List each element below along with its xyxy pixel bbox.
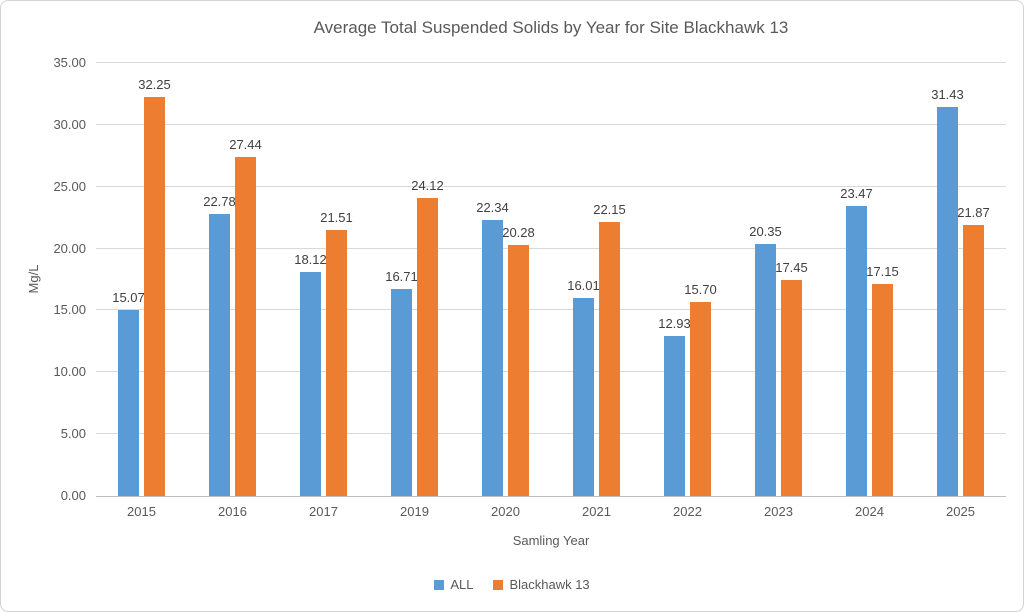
y-tick-label: 25.00 — [53, 178, 86, 194]
bar-all-2022 — [664, 336, 685, 496]
y-tick-label: 0.00 — [60, 488, 86, 503]
data-label: 15.70 — [684, 281, 717, 297]
bar-blackhawk-13-2023 — [781, 280, 802, 496]
data-label: 17.45 — [775, 260, 808, 276]
y-tick-label: 30.00 — [53, 116, 86, 132]
data-label: 12.93 — [658, 316, 691, 332]
bar-all-2021 — [573, 297, 594, 496]
bar-all-2015 — [118, 309, 139, 496]
legend-swatch-icon — [434, 579, 445, 590]
bar-blackhawk-13-2021 — [599, 221, 620, 496]
gridline — [96, 371, 1006, 373]
bar-all-2025 — [937, 107, 958, 496]
data-label: 22.78 — [203, 194, 236, 210]
x-tick-label: 2021 — [582, 504, 611, 519]
bar-all-2023 — [755, 244, 776, 496]
bar-blackhawk-13-2020 — [508, 245, 529, 496]
x-tick-label: 2017 — [309, 504, 338, 519]
gridline — [96, 62, 1006, 63]
data-label: 23.47 — [840, 185, 873, 201]
bar-all-2020 — [482, 219, 503, 496]
bar-all-2024 — [846, 205, 867, 496]
data-label: 32.25 — [138, 77, 171, 93]
x-axis-title: Samling Year — [512, 533, 590, 548]
data-label: 21.51 — [320, 209, 353, 225]
y-axis-title: Mg/L — [26, 264, 41, 294]
data-label: 27.44 — [229, 136, 262, 152]
data-label: 22.15 — [593, 201, 626, 217]
data-label: 16.01 — [567, 277, 600, 293]
bar-blackhawk-13-2019 — [417, 197, 438, 496]
legend: ALL Blackhawk 13 — [1, 577, 1023, 592]
y-tick-label: 20.00 — [53, 240, 86, 256]
data-label: 21.87 — [957, 205, 990, 221]
plot-area: 15.07 32.25 22.78 27.44 18.12 21.51 16.71 24.12… — [96, 62, 1006, 497]
data-label: 18.12 — [294, 251, 327, 267]
gridline — [96, 433, 1006, 435]
legend-item: Blackhawk 13 — [493, 577, 590, 592]
x-tick-label: 2019 — [400, 504, 429, 519]
x-tick-label: 2016 — [218, 504, 247, 519]
legend-label: ALL — [450, 577, 474, 592]
x-tick-label: 2022 — [673, 504, 702, 519]
data-label: 31.43 — [931, 87, 964, 103]
y-tick-label: 5.00 — [60, 426, 86, 442]
data-label: 17.15 — [866, 263, 899, 279]
y-tick-label: 35.00 — [53, 55, 86, 70]
legend-label: Blackhawk 13 — [509, 577, 590, 592]
legend-swatch-icon — [493, 579, 504, 590]
chart-title: Average Total Suspended Solids by Year f… — [313, 18, 789, 37]
data-label: 20.28 — [502, 225, 535, 241]
data-label: 15.07 — [112, 289, 145, 305]
gridline — [96, 123, 1006, 125]
bar-blackhawk-13-2022 — [690, 301, 711, 496]
bar-blackhawk-13-2017 — [326, 229, 347, 496]
legend-item: ALL — [434, 577, 473, 592]
gridline — [96, 247, 1006, 249]
x-tick-label: 2015 — [127, 504, 156, 519]
gridline — [96, 309, 1006, 311]
y-tick-label: 15.00 — [53, 302, 86, 318]
bar-all-2016 — [209, 214, 230, 496]
x-tick-label: 2020 — [491, 504, 520, 519]
bar-blackhawk-13-2024 — [872, 283, 893, 496]
bar-all-2017 — [300, 271, 321, 496]
bar-blackhawk-13-2016 — [235, 156, 256, 496]
x-tick-label: 2024 — [855, 504, 884, 519]
y-tick-label: 10.00 — [53, 364, 86, 380]
gridline — [96, 185, 1006, 187]
x-tick-label: 2023 — [764, 504, 793, 519]
x-tick-label: 2025 — [946, 504, 975, 519]
bar-blackhawk-13-2025 — [963, 225, 984, 496]
data-label: 16.71 — [385, 269, 418, 285]
bar-blackhawk-13-2015 — [144, 97, 165, 496]
data-label: 22.34 — [476, 199, 509, 215]
data-label: 24.12 — [411, 177, 444, 193]
data-label: 20.35 — [749, 224, 782, 240]
bar-all-2019 — [391, 289, 412, 496]
